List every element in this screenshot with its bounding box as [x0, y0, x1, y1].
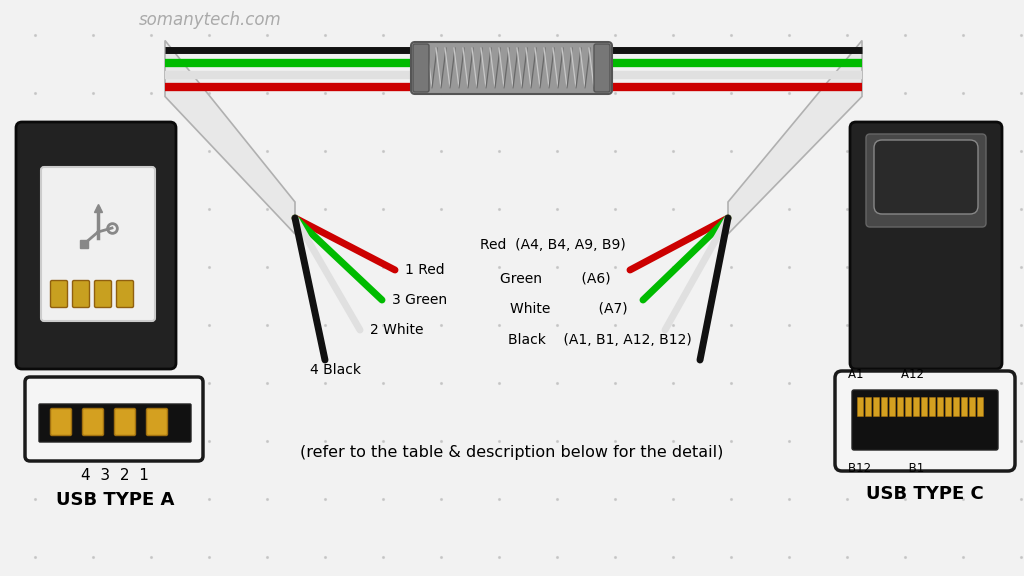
Text: Black    (A1, B1, A12, B12): Black (A1, B1, A12, B12): [508, 333, 692, 347]
FancyBboxPatch shape: [865, 397, 871, 416]
FancyBboxPatch shape: [115, 408, 135, 435]
FancyBboxPatch shape: [852, 390, 998, 450]
FancyBboxPatch shape: [866, 134, 986, 227]
Text: USB TYPE A: USB TYPE A: [56, 491, 174, 509]
FancyBboxPatch shape: [897, 397, 903, 416]
FancyBboxPatch shape: [117, 281, 133, 308]
FancyBboxPatch shape: [411, 42, 612, 94]
FancyBboxPatch shape: [970, 397, 976, 416]
FancyBboxPatch shape: [850, 122, 1002, 369]
FancyBboxPatch shape: [39, 404, 191, 442]
FancyBboxPatch shape: [41, 167, 155, 321]
FancyBboxPatch shape: [873, 397, 880, 416]
Text: somanytech.com: somanytech.com: [138, 11, 282, 29]
FancyBboxPatch shape: [882, 397, 888, 416]
FancyBboxPatch shape: [930, 397, 936, 416]
FancyBboxPatch shape: [594, 44, 610, 92]
FancyBboxPatch shape: [913, 397, 920, 416]
FancyBboxPatch shape: [50, 281, 68, 308]
FancyBboxPatch shape: [25, 377, 203, 461]
FancyBboxPatch shape: [413, 44, 429, 92]
Text: 4 Black: 4 Black: [310, 363, 361, 377]
FancyBboxPatch shape: [962, 397, 968, 416]
FancyBboxPatch shape: [16, 122, 176, 369]
Text: A1          A12: A1 A12: [848, 367, 924, 381]
Text: Red  (A4, B4, A9, B9): Red (A4, B4, A9, B9): [480, 238, 626, 252]
Text: 3 Green: 3 Green: [392, 293, 447, 307]
FancyBboxPatch shape: [94, 281, 112, 308]
FancyBboxPatch shape: [922, 397, 928, 416]
Text: White           (A7): White (A7): [510, 301, 628, 315]
FancyBboxPatch shape: [73, 281, 89, 308]
FancyBboxPatch shape: [835, 371, 1015, 471]
FancyBboxPatch shape: [905, 397, 911, 416]
Text: 2 White: 2 White: [370, 323, 424, 337]
Text: USB TYPE C: USB TYPE C: [866, 485, 984, 503]
FancyBboxPatch shape: [83, 408, 103, 435]
Text: Green         (A6): Green (A6): [500, 271, 610, 285]
Polygon shape: [165, 40, 295, 234]
FancyBboxPatch shape: [857, 397, 863, 416]
FancyBboxPatch shape: [945, 397, 951, 416]
FancyBboxPatch shape: [50, 408, 72, 435]
FancyBboxPatch shape: [938, 397, 943, 416]
FancyBboxPatch shape: [890, 397, 896, 416]
Text: 1 Red: 1 Red: [406, 263, 444, 277]
FancyBboxPatch shape: [146, 408, 168, 435]
Text: 4  3  2  1: 4 3 2 1: [81, 468, 148, 483]
FancyBboxPatch shape: [874, 140, 978, 214]
FancyBboxPatch shape: [953, 397, 959, 416]
Text: (refer to the table & description below for the detail): (refer to the table & description below …: [300, 445, 724, 460]
Text: B12          B1: B12 B1: [848, 461, 925, 475]
Polygon shape: [728, 40, 862, 234]
FancyBboxPatch shape: [978, 397, 983, 416]
